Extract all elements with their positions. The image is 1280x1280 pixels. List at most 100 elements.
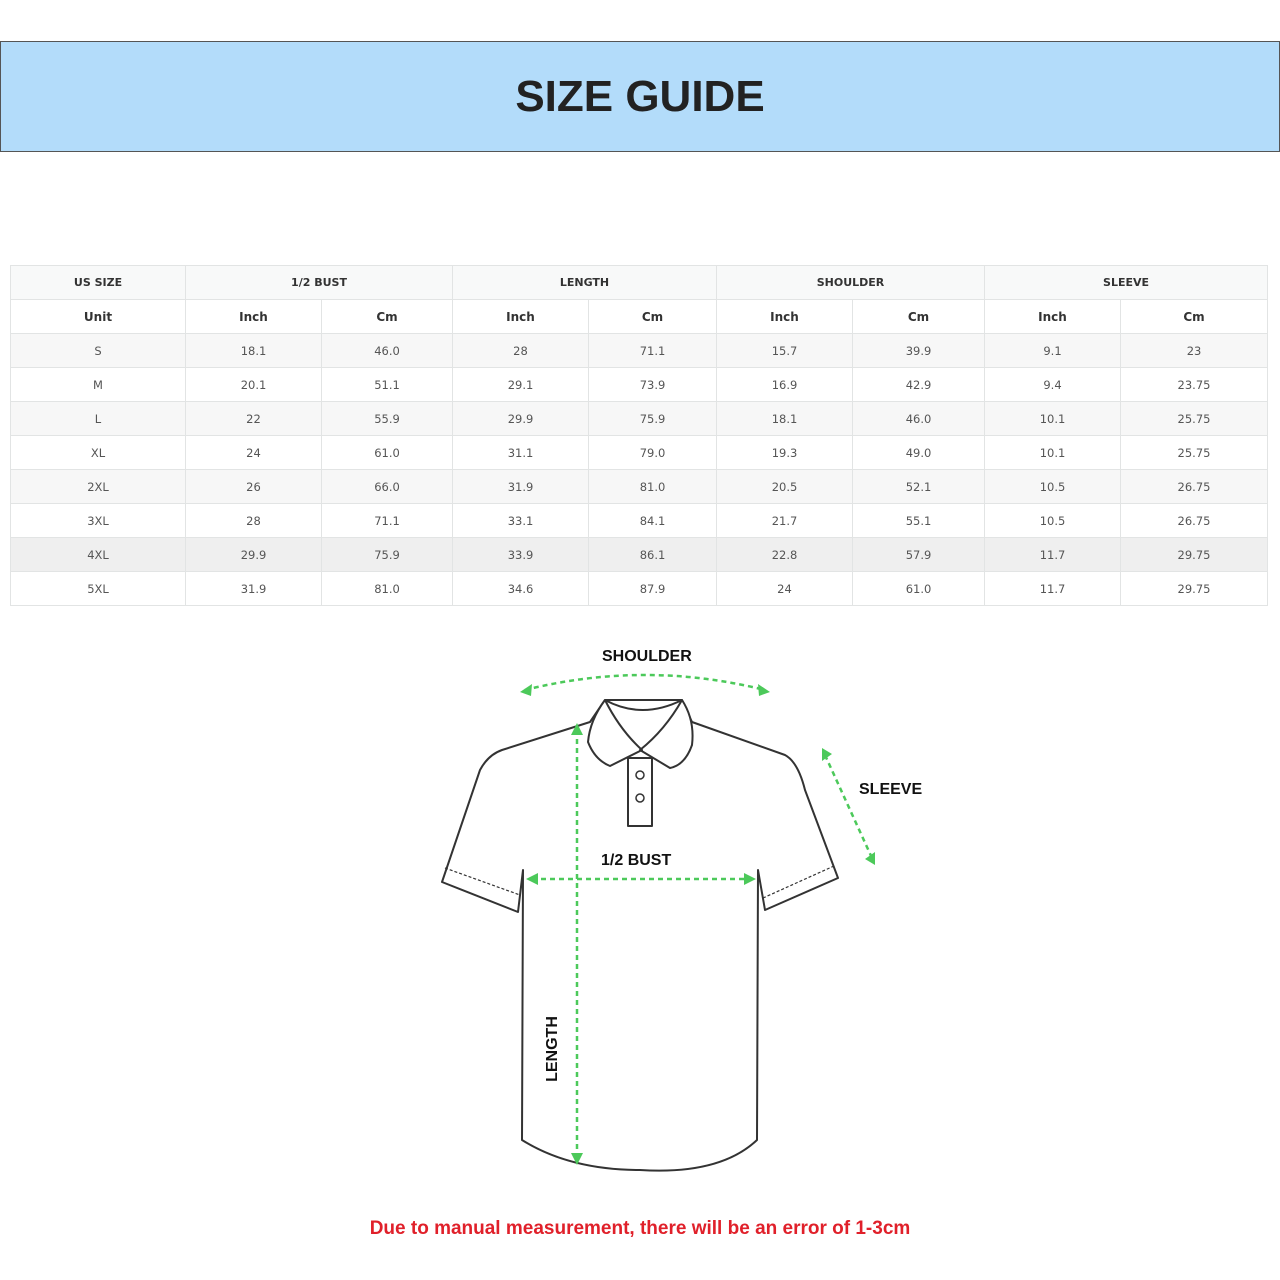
value-cell: 81.0: [321, 571, 453, 606]
value-cell: 28: [185, 503, 322, 538]
value-cell: 11.7: [984, 537, 1122, 572]
size-cell: S: [10, 333, 186, 368]
value-cell: 29.9: [185, 537, 322, 572]
header-sleeve: SLEEVE: [984, 265, 1269, 300]
value-cell: 31.9: [452, 469, 589, 504]
value-cell: 66.0: [321, 469, 453, 504]
table-row: S 18.1 46.0 28 71.1 15.7 39.9 9.1 23: [10, 333, 1269, 368]
value-cell: 71.1: [588, 333, 717, 368]
size-cell: 5XL: [10, 571, 186, 606]
value-cell: 31.9: [185, 571, 322, 606]
header-us-size: US SIZE: [10, 265, 186, 300]
value-cell: 29.1: [452, 367, 589, 402]
value-cell: 10.5: [984, 469, 1122, 504]
value-cell: 16.9: [716, 367, 853, 402]
value-cell: 10.1: [984, 435, 1122, 470]
size-cell: 4XL: [10, 537, 186, 572]
value-cell: 55.1: [851, 503, 986, 538]
value-cell: 34.6: [452, 571, 589, 606]
value-cell: 49.0: [851, 435, 986, 470]
polo-shirt-illustration: [441, 673, 875, 1172]
value-cell: 10.1: [984, 401, 1122, 436]
sleeve-arrow: [823, 754, 874, 859]
value-cell: 46.0: [851, 401, 986, 436]
button: [635, 793, 645, 803]
value-cell: 51.1: [321, 367, 453, 402]
sleeve-label: SLEEVE: [859, 781, 923, 798]
page-title: SIZE GUIDE: [515, 71, 765, 121]
value-cell: 23: [1120, 333, 1269, 368]
unit-cell: Cm: [588, 299, 717, 334]
value-cell: 52.1: [851, 469, 986, 504]
length-label: LENGTH: [543, 1016, 561, 1082]
group-header-row: US SIZE 1/2 BUST LENGTH SHOULDER SLEEVE: [10, 265, 1269, 300]
table-row: XL 24 61.0 31.1 79.0 19.3 49.0 10.1 25.75: [10, 435, 1269, 470]
value-cell: 21.7: [716, 503, 853, 538]
bust-label: 1/2 BUST: [601, 852, 672, 869]
unit-cell: Cm: [1120, 299, 1269, 334]
size-cell: 3XL: [10, 503, 186, 538]
shoulder-arrow: [524, 673, 766, 692]
value-cell: 18.1: [716, 401, 853, 436]
value-cell: 9.4: [984, 367, 1122, 402]
value-cell: 19.3: [716, 435, 853, 470]
unit-cell: Inch: [716, 299, 853, 334]
value-cell: 24: [185, 435, 322, 470]
measurement-diagram: SHOULDER SLEEVE 1/2 BUST LENGTH: [420, 630, 940, 1190]
value-cell: 24: [716, 571, 853, 606]
size-cell: L: [10, 401, 186, 436]
value-cell: 86.1: [588, 537, 717, 572]
table-row: 4XL 29.9 75.9 33.9 86.1 22.8 57.9 11.7 29.75: [10, 537, 1269, 572]
value-cell: 26.75: [1120, 503, 1269, 538]
value-cell: 84.1: [588, 503, 717, 538]
header-shoulder: SHOULDER: [715, 265, 986, 300]
value-cell: 42.9: [851, 367, 986, 402]
unit-cell: Inch: [185, 299, 322, 334]
value-cell: 46.0: [321, 333, 453, 368]
shirt-body: [441, 699, 839, 1172]
placket: [627, 757, 653, 827]
unit-cell: Cm: [851, 299, 986, 334]
table-row: 2XL 26 66.0 31.9 81.0 20.5 52.1 10.5 26.75: [10, 469, 1269, 504]
value-cell: 81.0: [588, 469, 717, 504]
value-cell: 29.75: [1120, 537, 1269, 572]
value-cell: 20.5: [716, 469, 853, 504]
table-row: 5XL 31.9 81.0 34.6 87.9 24 61.0 11.7 29.75: [10, 571, 1269, 606]
unit-cell: Unit: [10, 299, 186, 334]
shoulder-label: SHOULDER: [602, 648, 692, 665]
value-cell: 55.9: [321, 401, 453, 436]
value-cell: 25.75: [1120, 401, 1269, 436]
value-cell: 39.9: [851, 333, 986, 368]
size-cell: M: [10, 367, 186, 402]
value-cell: 73.9: [588, 367, 717, 402]
value-cell: 29.9: [452, 401, 589, 436]
value-cell: 31.1: [452, 435, 589, 470]
value-cell: 57.9: [851, 537, 986, 572]
value-cell: 29.75: [1120, 571, 1269, 606]
value-cell: 61.0: [321, 435, 453, 470]
value-cell: 9.1: [984, 333, 1122, 368]
size-cell: XL: [10, 435, 186, 470]
value-cell: 23.75: [1120, 367, 1269, 402]
value-cell: 10.5: [984, 503, 1122, 538]
table-row: L 22 55.9 29.9 75.9 18.1 46.0 10.1 25.75: [10, 401, 1269, 436]
value-cell: 18.1: [185, 333, 322, 368]
table-row: M 20.1 51.1 29.1 73.9 16.9 42.9 9.4 23.75: [10, 367, 1269, 402]
value-cell: 33.9: [452, 537, 589, 572]
unit-cell: Cm: [321, 299, 453, 334]
header-bust: 1/2 BUST: [185, 265, 453, 300]
value-cell: 11.7: [984, 571, 1122, 606]
value-cell: 22.8: [716, 537, 853, 572]
value-cell: 75.9: [588, 401, 717, 436]
unit-cell: Inch: [452, 299, 589, 334]
size-table: US SIZE 1/2 BUST LENGTH SHOULDER SLEEVE …: [10, 265, 1269, 606]
table-row: 3XL 28 71.1 33.1 84.1 21.7 55.1 10.5 26.75: [10, 503, 1269, 538]
title-banner: SIZE GUIDE: [0, 41, 1280, 152]
size-cell: 2XL: [10, 469, 186, 504]
value-cell: 75.9: [321, 537, 453, 572]
unit-header-row: Unit Inch Cm Inch Cm Inch Cm Inch Cm: [10, 299, 1269, 334]
button: [635, 770, 645, 780]
value-cell: 71.1: [321, 503, 453, 538]
value-cell: 79.0: [588, 435, 717, 470]
header-length: LENGTH: [452, 265, 717, 300]
